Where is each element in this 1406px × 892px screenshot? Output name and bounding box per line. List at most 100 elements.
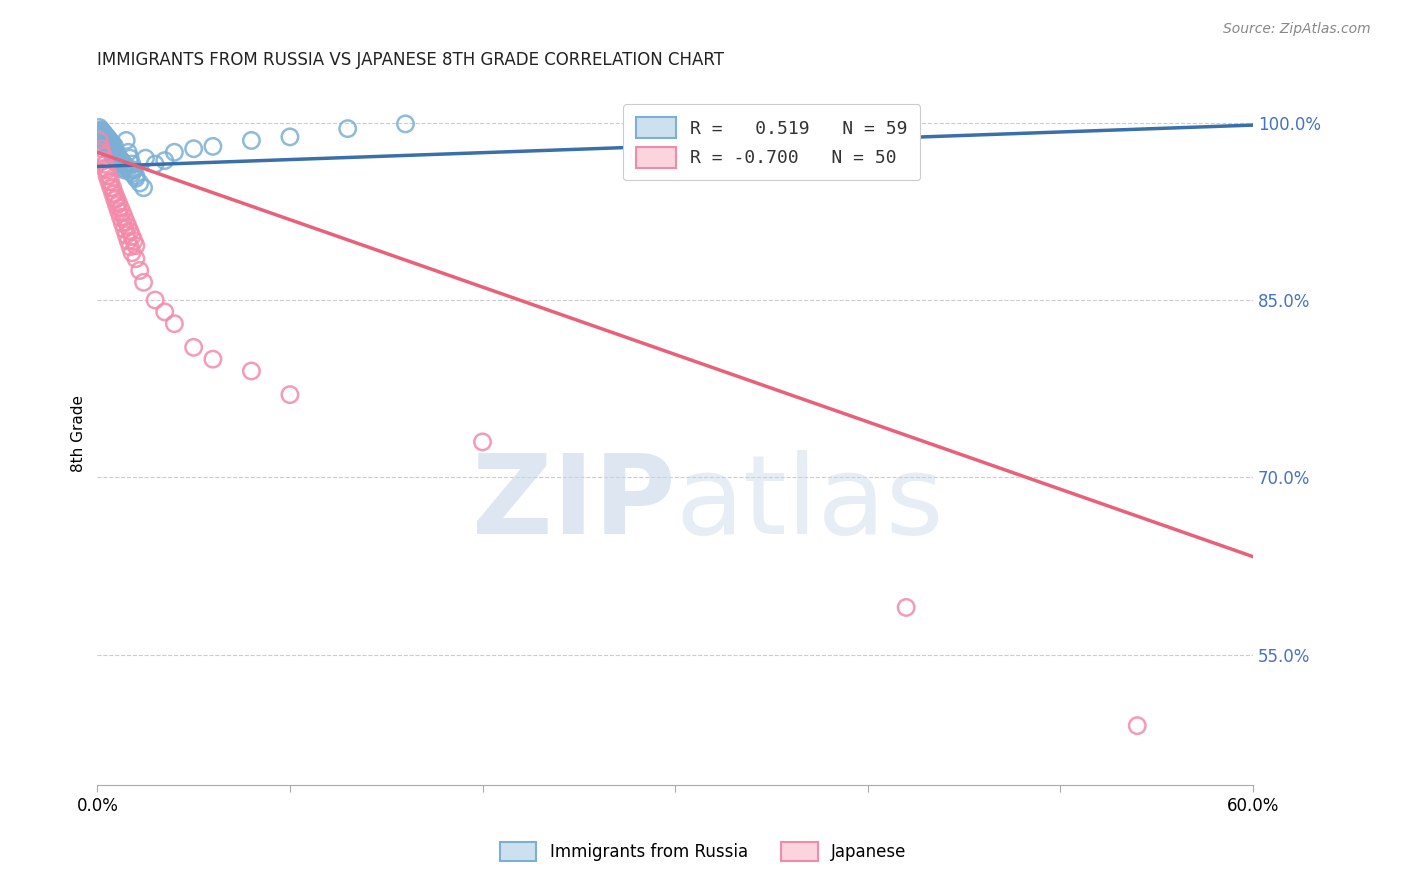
Point <box>115 133 138 147</box>
Point <box>104 144 127 158</box>
Point <box>104 186 127 201</box>
Point <box>100 175 122 189</box>
Point <box>100 136 122 151</box>
Point <box>107 196 129 211</box>
Point <box>105 191 128 205</box>
Text: Source: ZipAtlas.com: Source: ZipAtlas.com <box>1223 22 1371 37</box>
Point <box>90 123 112 137</box>
Point <box>111 161 134 175</box>
Point <box>117 219 139 234</box>
Point <box>97 169 120 183</box>
Point <box>110 153 132 167</box>
Point <box>132 276 155 290</box>
Point <box>94 128 117 143</box>
Point <box>112 211 135 225</box>
Point <box>240 364 263 378</box>
Point <box>163 145 186 160</box>
Point <box>96 139 118 153</box>
Point <box>112 157 135 171</box>
Point <box>91 153 114 168</box>
Point <box>90 124 112 138</box>
Point <box>97 135 120 149</box>
Point <box>94 128 117 142</box>
Point <box>122 234 145 248</box>
Point <box>107 204 129 219</box>
Point <box>125 238 148 252</box>
Point <box>117 161 139 176</box>
Point <box>89 128 111 142</box>
Point <box>336 121 359 136</box>
Point <box>201 139 224 153</box>
Point <box>112 163 135 178</box>
Point <box>121 157 143 171</box>
Point <box>120 225 142 239</box>
Point <box>115 160 138 174</box>
Point <box>101 140 124 154</box>
Point <box>111 205 134 219</box>
Point <box>121 245 143 260</box>
Point <box>125 252 148 266</box>
Point <box>125 171 148 186</box>
Y-axis label: 8th Grade: 8th Grade <box>72 394 86 472</box>
Point <box>112 222 135 236</box>
Point <box>1126 719 1149 733</box>
Point <box>110 158 132 172</box>
Point <box>134 151 156 165</box>
Point <box>278 129 301 144</box>
Point <box>128 263 150 277</box>
Point <box>91 149 114 163</box>
Point <box>105 146 128 161</box>
Point <box>100 180 122 194</box>
Point <box>104 193 127 207</box>
Point <box>90 145 112 160</box>
Point <box>94 161 117 176</box>
Point <box>96 129 118 144</box>
Point <box>121 167 143 181</box>
Point <box>120 151 142 165</box>
Legend: Immigrants from Russia, Japanese: Immigrants from Russia, Japanese <box>486 829 920 875</box>
Point <box>128 176 150 190</box>
Point <box>101 180 124 194</box>
Point <box>100 145 122 160</box>
Point <box>105 198 128 212</box>
Text: IMMIGRANTS FROM RUSSIA VS JAPANESE 8TH GRADE CORRELATION CHART: IMMIGRANTS FROM RUSSIA VS JAPANESE 8TH G… <box>97 51 724 69</box>
Point <box>96 131 118 145</box>
Point <box>110 211 132 225</box>
Text: atlas: atlas <box>675 450 943 557</box>
Point <box>111 216 134 230</box>
Point <box>97 142 120 156</box>
Point <box>120 240 142 254</box>
Point <box>101 186 124 201</box>
Point <box>278 387 301 401</box>
Point <box>153 305 176 319</box>
Point <box>115 227 138 242</box>
Point <box>125 169 148 183</box>
Legend: R =   0.519   N = 59, R = -0.700   N = 50: R = 0.519 N = 59, R = -0.700 N = 50 <box>623 104 921 180</box>
Point <box>132 180 155 194</box>
Point <box>115 215 138 229</box>
Point <box>163 317 186 331</box>
Point <box>240 133 263 147</box>
Point <box>471 434 494 449</box>
Point <box>96 163 118 178</box>
Point <box>89 133 111 147</box>
Point <box>120 164 142 178</box>
Point <box>91 127 114 141</box>
Point <box>90 129 112 144</box>
Point <box>394 117 416 131</box>
Text: ZIP: ZIP <box>472 450 675 557</box>
Point <box>97 132 120 146</box>
Point <box>201 352 224 367</box>
Point <box>100 135 122 149</box>
Point <box>101 136 124 151</box>
Point <box>122 163 145 178</box>
Point <box>101 149 124 163</box>
Point <box>107 156 129 170</box>
Point <box>183 142 205 156</box>
Point <box>143 157 166 171</box>
Point <box>153 153 176 168</box>
Point <box>91 125 114 139</box>
Point <box>89 120 111 135</box>
Point <box>91 133 114 147</box>
Point <box>143 293 166 307</box>
